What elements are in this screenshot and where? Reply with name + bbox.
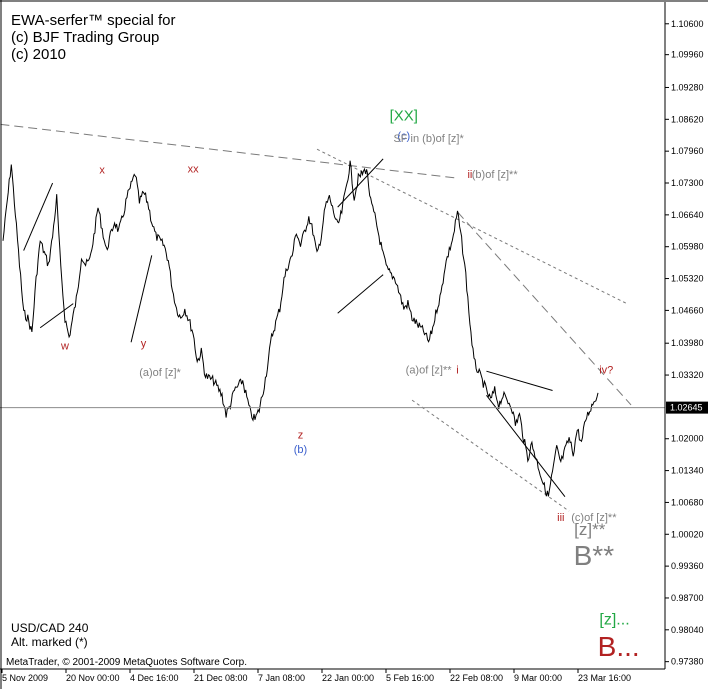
- trendline-dotted: [411, 399, 570, 512]
- y-tick-label: 1.08620: [671, 114, 704, 124]
- wave-label: B**: [574, 540, 615, 571]
- y-tick-label: 0.99360: [671, 561, 704, 571]
- trendline-dotted: [316, 148, 628, 305]
- x-tick-label: 22 Feb 08:00: [450, 673, 503, 683]
- wave-label: [z]...: [599, 612, 629, 629]
- x-tick-label: 22 Jan 00:00: [322, 673, 374, 683]
- wave-label: (b): [294, 444, 307, 456]
- wave-label: [XX]: [390, 107, 418, 124]
- x-tick-label: 5 Feb 16:00: [386, 673, 434, 683]
- wave-label: x: [99, 164, 105, 176]
- y-tick-label: 1.10600: [671, 19, 704, 29]
- y-tick-label: 1.07300: [671, 178, 704, 188]
- wave-label: (c)of [z]**: [571, 512, 617, 524]
- y-tick-label: 1.05320: [671, 274, 704, 284]
- wave-label: B...: [598, 631, 640, 662]
- alt-note: Alt. marked (*): [11, 635, 88, 649]
- wave-label: iii: [557, 512, 564, 524]
- wave-label: (a)of [z]*: [139, 367, 181, 379]
- y-tick-label: 0.97380: [671, 657, 704, 667]
- wave-label: xx: [188, 163, 200, 175]
- wave-label: ii: [467, 169, 472, 181]
- header-line-1: EWA-serfer™ special for: [11, 12, 176, 29]
- trendlines: [0, 123, 632, 512]
- wave-label: iv?: [599, 365, 613, 377]
- trendline-solid: [486, 370, 553, 391]
- wave-label: (a)of [z]**: [406, 365, 453, 377]
- x-tick-label: 20 Nov 00:00: [66, 673, 120, 683]
- x-tick-label: 23 Mar 16:00: [578, 673, 631, 683]
- y-tick-label: 0.98700: [671, 593, 704, 603]
- current-price-badge: 1.02645: [666, 401, 708, 414]
- wave-label: i: [456, 365, 458, 377]
- trendline-dashed: [0, 123, 458, 179]
- wave-label: SF in (b)of [z]*: [393, 133, 464, 145]
- trendline-solid: [337, 158, 384, 208]
- copyright-notice: MetaTrader, © 2001-2009 MetaQuotes Softw…: [6, 657, 248, 668]
- y-tick-label: 1.00680: [671, 497, 704, 507]
- wave-label: z: [298, 430, 304, 442]
- y-tick-label: 1.09280: [671, 82, 704, 92]
- y-axis: 1.10600 1.09960 1.09280 1.08620 1.07960 1.073…: [665, 19, 704, 667]
- wave-label: (b)of [z]**: [472, 169, 519, 181]
- y-tick-label: 1.00020: [671, 529, 704, 539]
- header-line-2: (c) BJF Trading Group: [11, 29, 160, 46]
- trendline-solid: [23, 182, 54, 251]
- wave-label: y: [141, 338, 147, 350]
- y-tick-label: 1.01340: [671, 466, 704, 476]
- y-tick-label: 1.04660: [671, 305, 704, 315]
- wave-label: [z]**: [574, 520, 606, 539]
- y-tick-label: 1.06640: [671, 210, 704, 220]
- wave-label: w: [60, 340, 69, 352]
- trendline-dashed: [457, 211, 632, 406]
- y-tick-label: 1.05980: [671, 242, 704, 252]
- y-tick-label: 1.07960: [671, 146, 704, 156]
- symbol-timeframe: USD/CAD 240: [11, 621, 89, 635]
- x-tick-label: 4 Dec 16:00: [130, 673, 179, 683]
- x-axis: 5 Nov 2009 20 Nov 00:00 4 Dec 16:00 21 Dec …: [1, 669, 631, 683]
- trendline-solid: [130, 255, 153, 343]
- x-tick-label: 5 Nov 2009: [2, 673, 48, 683]
- x-tick-label: 21 Dec 08:00: [194, 673, 248, 683]
- price-series-line: [2, 160, 599, 497]
- wave-label: (c): [397, 131, 410, 143]
- y-tick-label: 0.98040: [671, 625, 704, 635]
- x-tick-label: 7 Jan 08:00: [258, 673, 305, 683]
- y-tick-label: 1.03320: [671, 370, 704, 380]
- wave-labels: w x y xx (a)of [z]* z (b) [XX] (c)SF in (b)of [z…: [60, 107, 640, 662]
- trendline-solid: [337, 274, 384, 314]
- x-tick-label: 9 Mar 00:00: [514, 673, 562, 683]
- current-price-label: 1.02645: [670, 403, 703, 413]
- header-line-3: (c) 2010: [11, 46, 67, 63]
- trendline-solid: [39, 303, 74, 329]
- y-tick-label: 1.03980: [671, 338, 704, 348]
- y-tick-label: 1.02000: [671, 434, 704, 444]
- y-tick-label: 1.09960: [671, 50, 704, 60]
